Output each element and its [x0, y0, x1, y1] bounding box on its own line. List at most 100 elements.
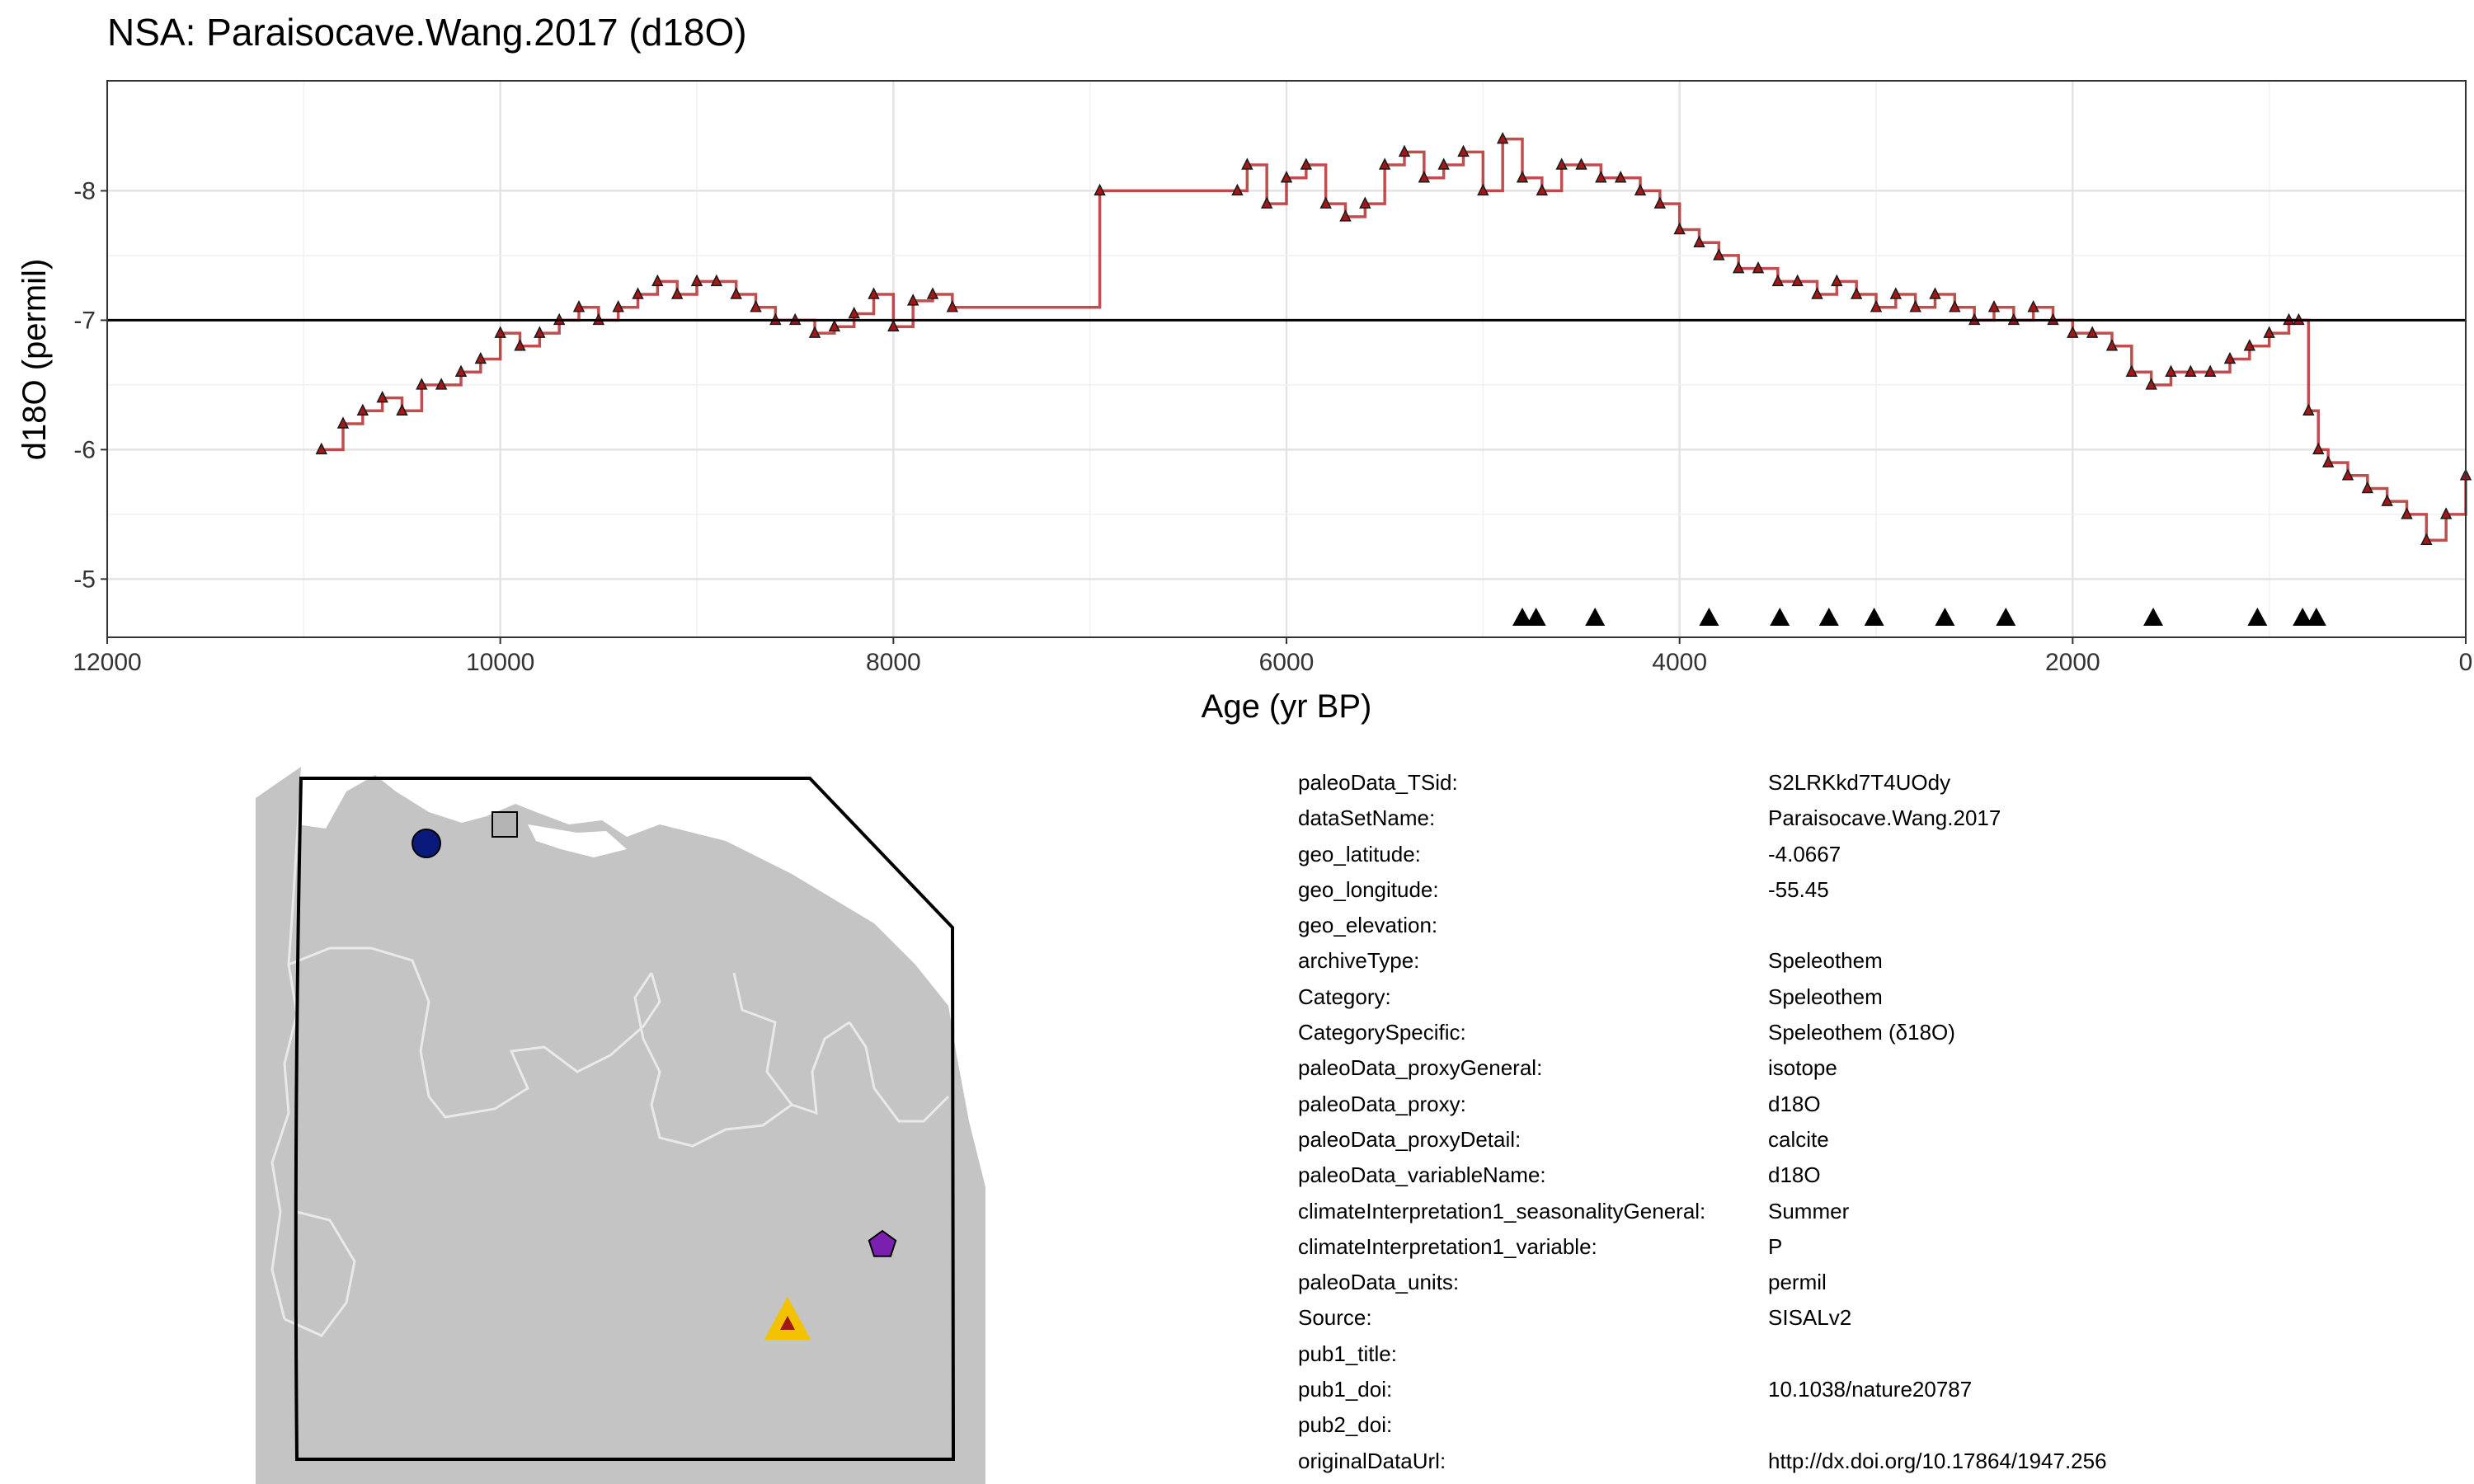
metadata-key: paleoData_proxyDetail: — [1298, 1126, 1522, 1152]
metadata-value: S2LRKkd7T4UOdy — [1768, 770, 1951, 795]
data-point — [946, 300, 959, 312]
data-point — [848, 306, 860, 319]
border-line — [284, 1210, 356, 1337]
data-point — [1949, 300, 1961, 312]
data-point — [1555, 157, 1568, 170]
data-point — [1398, 144, 1411, 157]
y-axis-title: d18O (permil) — [16, 259, 53, 461]
data-point — [1339, 209, 1352, 222]
data-point — [1280, 171, 1293, 183]
data-point — [1241, 157, 1253, 170]
data-point — [2223, 351, 2236, 364]
x-tick-label: 0 — [2459, 649, 2473, 676]
data-point — [690, 274, 703, 287]
data-point — [356, 403, 369, 416]
data-point — [474, 351, 487, 364]
y-tick-label: -6 — [73, 436, 96, 463]
land-mass — [256, 767, 985, 1484]
data-point — [2243, 339, 2256, 351]
metadata-value: Paraisocave.Wang.2017 — [1768, 805, 2001, 831]
data-point — [730, 287, 742, 299]
metadata-key: paleoData_proxyGeneral: — [1298, 1055, 1543, 1081]
data-point — [435, 378, 448, 390]
metadata-key: paleoData_variableName: — [1298, 1162, 1546, 1188]
border-line — [732, 972, 793, 1106]
metadata-key: geo_longitude: — [1298, 876, 1439, 902]
map-land — [256, 767, 985, 1484]
data-point — [1929, 287, 1941, 299]
metadata-value: Speleothem — [1768, 948, 1883, 974]
data-point — [2263, 326, 2275, 338]
data-point — [2361, 481, 2374, 494]
land-coast-detail — [528, 824, 627, 857]
data-point — [376, 390, 388, 403]
data-point — [868, 287, 880, 299]
study-region-outline — [294, 777, 956, 1461]
site-marker-square — [492, 811, 518, 838]
data-point — [1300, 157, 1313, 170]
x-tick-label: 6000 — [1259, 649, 1315, 676]
data-point — [1378, 157, 1391, 170]
data-point — [1732, 261, 1745, 274]
data-point — [2067, 326, 2079, 338]
x-tick-label: 4000 — [1652, 649, 1707, 676]
chronology-marker — [2293, 608, 2313, 626]
metadata-value: -55.45 — [1768, 876, 1829, 902]
chronology-marker — [1699, 608, 1719, 626]
data-point — [1713, 248, 1725, 261]
x-tick-label: 12000 — [73, 649, 141, 676]
data-point — [1595, 171, 1607, 183]
data-point — [2439, 507, 2453, 519]
data-point — [632, 287, 644, 299]
metadata-key: pub1_title: — [1298, 1341, 1397, 1366]
data-point — [808, 326, 821, 338]
chronology-marker — [1864, 608, 1884, 626]
x-axis-title: Age (yr BP) — [1202, 688, 1372, 725]
site-marker-pentagon — [868, 1229, 897, 1257]
border-line — [270, 964, 299, 1320]
y-tick-label: -8 — [73, 177, 96, 204]
metadata-key: paleoData_proxy: — [1298, 1091, 1466, 1116]
metadata-key: Category: — [1298, 984, 1391, 1009]
data-point — [1260, 196, 1273, 209]
x-tick-label: 2000 — [2045, 649, 2100, 676]
metadata-key: archiveType: — [1298, 948, 1420, 974]
data-point — [1771, 274, 1785, 287]
chronology-markers — [1512, 608, 2326, 626]
data-point — [2125, 364, 2138, 377]
data-point — [2321, 455, 2335, 467]
data-point — [2165, 364, 2177, 377]
site-marker-circle — [412, 829, 441, 858]
metadata-key: paleoData_units: — [1298, 1270, 1460, 1295]
data-point — [2302, 403, 2315, 416]
timeseries-chart: 12000 10000 8000 6000 4000 2000 0 -8 -7 -6 -5 Age… — [16, 80, 2473, 725]
data-point — [926, 287, 939, 299]
data-point — [1850, 287, 1863, 299]
data-point — [1359, 196, 1371, 209]
metadata-value: d18O — [1768, 1091, 1821, 1116]
data-point — [670, 287, 684, 299]
data-point — [315, 442, 327, 455]
country-borders — [270, 778, 950, 1337]
x-tick-label: 10000 — [466, 649, 534, 676]
chronology-marker — [1818, 608, 1839, 626]
data-point — [906, 294, 920, 306]
metadata-key: geo_elevation: — [1298, 913, 1438, 938]
metadata-value: P — [1768, 1233, 1783, 1259]
data-point — [2341, 468, 2354, 481]
data-point — [1831, 274, 1843, 287]
data-point — [1811, 287, 1823, 299]
data-point — [750, 300, 762, 312]
data-point — [1634, 183, 1647, 196]
data-point — [514, 339, 526, 351]
chronology-marker — [2247, 608, 2268, 626]
metadata-value: isotope — [1768, 1055, 1837, 1081]
metadata-key: climateInterpretation1_seasonalityGenera… — [1298, 1198, 1706, 1223]
border-line — [633, 972, 850, 1148]
data-point — [1614, 171, 1627, 183]
data-point — [1418, 171, 1431, 183]
chronology-marker — [1526, 608, 1546, 626]
chronology-marker — [2306, 608, 2326, 626]
data-point — [1094, 183, 1106, 196]
